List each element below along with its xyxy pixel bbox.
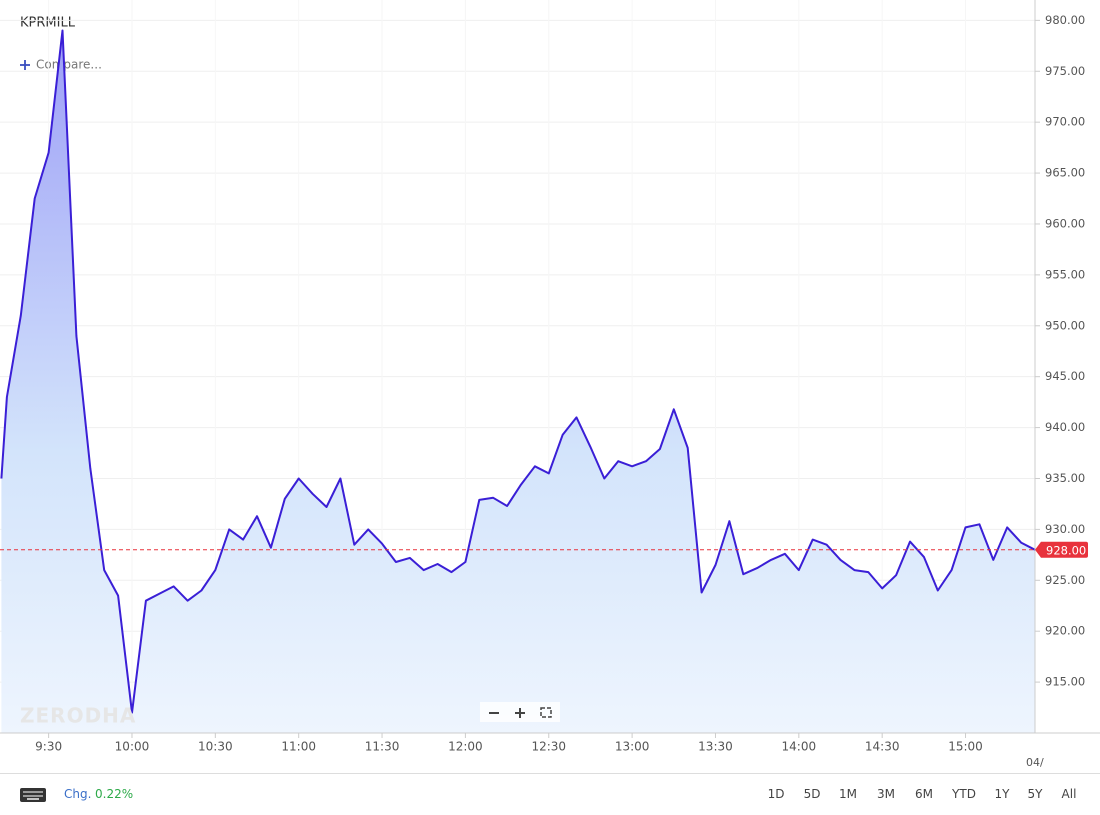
y-tick-label: 950.00 <box>1045 318 1085 332</box>
y-tick-label: 920.00 <box>1045 624 1085 638</box>
y-tick-label: 940.00 <box>1045 420 1085 434</box>
x-tick-label: 10:30 <box>198 740 233 754</box>
chart-title: KPRMILL <box>20 16 76 31</box>
price-tag-label: 928.00 <box>1046 543 1086 557</box>
x-tick-label: 11:30 <box>365 740 400 754</box>
range-button[interactable]: 6M <box>915 787 933 801</box>
y-tick-label: 980.00 <box>1045 13 1085 27</box>
range-button[interactable]: All <box>1061 787 1077 801</box>
x-tick-label: 12:00 <box>448 740 483 754</box>
range-button[interactable]: 1M <box>839 787 857 801</box>
x-tick-label: 12:30 <box>531 740 566 754</box>
price-tag <box>1035 541 1088 558</box>
x-tick-label: 14:00 <box>782 740 817 754</box>
x-tick-label: 10:00 <box>115 740 150 754</box>
x-tick-label: 9:30 <box>35 740 62 754</box>
range-button[interactable]: 5Y <box>1027 787 1043 801</box>
y-tick-label: 915.00 <box>1045 675 1085 689</box>
bottom-bar: Chg. 0.22% 1D 5D 1M 3M 6M YTD 1Y 5Y All <box>0 773 1100 815</box>
y-tick-label: 930.00 <box>1045 522 1085 536</box>
plot: 915.00 920.00 925.00 930.00 935.00 940.00 945.… <box>0 0 1100 754</box>
x-tick-label: 14:30 <box>865 740 900 754</box>
area-fill <box>1 30 1035 733</box>
change-label: Chg. <box>64 787 92 801</box>
zoom-controls <box>480 702 560 722</box>
range-button[interactable]: 3M <box>877 787 895 801</box>
chart: KPRMILL Compare... 915.00 920.00 925.00 930… <box>0 0 1100 769</box>
y-tick-label: 935.00 <box>1045 471 1085 485</box>
compare-label: Compare... <box>36 58 102 72</box>
fullscreen[interactable] <box>540 707 552 718</box>
keyboard-icon[interactable] <box>20 788 46 802</box>
x-axis-note: 04/ <box>1026 756 1044 769</box>
range-button[interactable]: 5D <box>803 787 821 801</box>
y-tick-label: 975.00 <box>1045 64 1085 78</box>
y-tick-label: 965.00 <box>1045 166 1085 180</box>
x-tick-label: 15:00 <box>948 740 983 754</box>
change-value: 0.22% <box>95 787 134 801</box>
y-tick-label: 945.00 <box>1045 369 1085 383</box>
zoom-in[interactable] <box>515 708 525 718</box>
range-button[interactable]: 1Y <box>994 787 1010 801</box>
price-line <box>0 29 1036 714</box>
x-tick-label: 11:00 <box>281 740 316 754</box>
x-tick-label: 13:30 <box>698 740 733 754</box>
x-tick-label: 13:00 <box>615 740 650 754</box>
range-button[interactable]: YTD <box>952 787 976 801</box>
y-tick-label: 970.00 <box>1045 115 1085 129</box>
y-tick-label: 925.00 <box>1045 573 1085 587</box>
y-tick-label: 955.00 <box>1045 267 1085 281</box>
range-button[interactable]: 1D <box>767 787 785 801</box>
y-tick-label: 960.00 <box>1045 216 1085 230</box>
compare-button[interactable]: Compare... <box>20 58 102 72</box>
watermark: ZERODHA <box>20 704 136 728</box>
